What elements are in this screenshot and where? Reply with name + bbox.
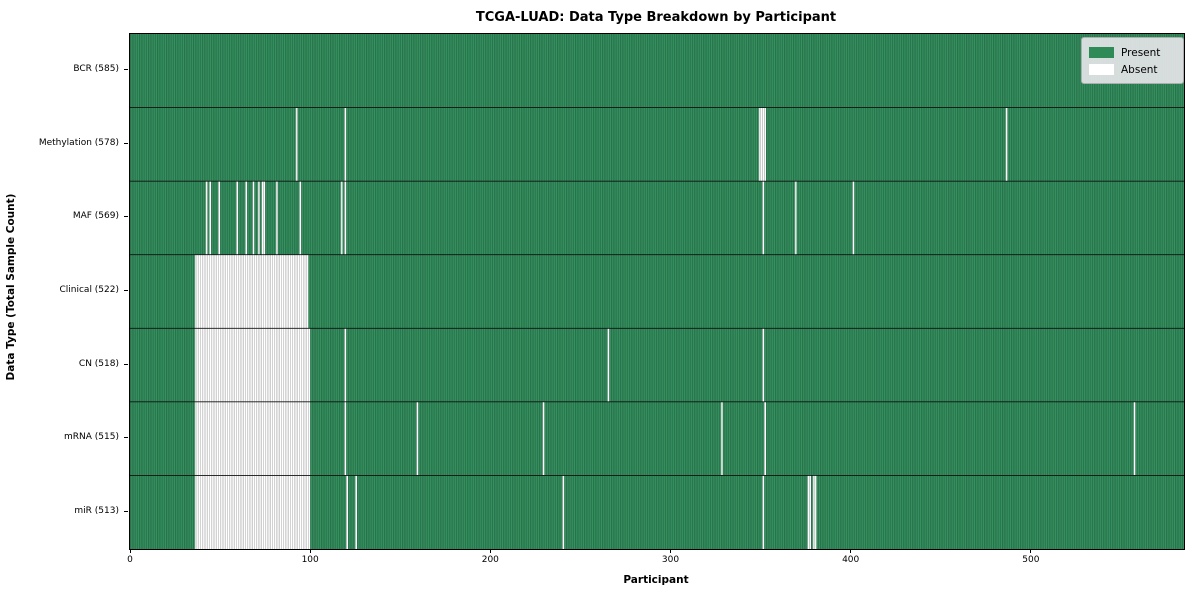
absent-cell bbox=[205, 181, 208, 255]
legend: Present Absent bbox=[1081, 37, 1184, 84]
absent-cell bbox=[720, 401, 723, 476]
chart-title: TCGA-LUAD: Data Type Breakdown by Partic… bbox=[475, 10, 837, 25]
absent-cell bbox=[852, 181, 855, 255]
absent-cell bbox=[355, 475, 358, 549]
absent-cell bbox=[764, 107, 767, 182]
y-tick-mark bbox=[124, 363, 128, 365]
y-tick-label: Clinical (522) bbox=[59, 285, 119, 295]
y-axis: BCR (585) Methylation (578) MAF (569) Clini… bbox=[0, 33, 129, 548]
heatmap-row bbox=[130, 254, 1184, 329]
legend-label-present: Present bbox=[1121, 46, 1161, 59]
heatmap-row bbox=[130, 181, 1184, 255]
absent-cell bbox=[762, 328, 765, 402]
y-tick-label: Methylation (578) bbox=[38, 137, 119, 148]
absent-cell bbox=[762, 475, 765, 549]
heatmap-row bbox=[130, 328, 1184, 402]
x-tick-mark bbox=[1030, 549, 1032, 553]
y-tick-label: MAF (569) bbox=[72, 211, 119, 222]
absent-cell bbox=[194, 328, 311, 402]
x-tick-mark bbox=[850, 549, 852, 553]
x-tick-label: 400 bbox=[842, 555, 860, 565]
absent-cell bbox=[245, 181, 248, 255]
x-tick-label: 300 bbox=[661, 555, 680, 565]
legend-item-absent: Absent bbox=[1089, 61, 1175, 78]
absent-cell bbox=[194, 475, 311, 549]
absent-cell bbox=[275, 181, 278, 255]
absent-cell bbox=[794, 181, 797, 255]
absent-cell bbox=[252, 181, 255, 255]
absent-cell bbox=[344, 328, 347, 402]
x-tick-mark bbox=[489, 549, 491, 553]
y-tick-label: CN (518) bbox=[78, 358, 119, 369]
x-tick-mark bbox=[309, 549, 311, 553]
absent-cell bbox=[1005, 107, 1008, 182]
absent-cell bbox=[758, 107, 761, 182]
legend-swatch-absent bbox=[1089, 64, 1114, 75]
absent-cell bbox=[542, 401, 545, 476]
y-tick-mark bbox=[124, 510, 128, 512]
absent-cell bbox=[194, 401, 311, 476]
absent-cell bbox=[762, 181, 765, 255]
legend-label-absent: Absent bbox=[1121, 63, 1158, 76]
y-tick-mark bbox=[124, 216, 128, 218]
absent-cell bbox=[209, 181, 212, 255]
x-tick-label: 500 bbox=[1022, 555, 1040, 565]
absent-cell bbox=[218, 181, 221, 255]
absent-cell bbox=[344, 401, 347, 476]
plot-area bbox=[129, 33, 1185, 550]
y-tick-mark bbox=[124, 437, 128, 439]
absent-cell bbox=[299, 181, 302, 255]
x-axis-label: Participant bbox=[623, 574, 689, 586]
absent-cell bbox=[263, 181, 266, 255]
absent-cell bbox=[340, 181, 343, 255]
absent-cell bbox=[344, 107, 347, 182]
absent-cell bbox=[812, 475, 815, 549]
absent-cell bbox=[764, 401, 767, 476]
absent-cell bbox=[562, 475, 565, 549]
heatmap bbox=[130, 34, 1184, 549]
heatmap-row bbox=[130, 401, 1184, 476]
absent-cell bbox=[762, 107, 765, 182]
absent-cell bbox=[809, 475, 812, 549]
absent-cell bbox=[194, 254, 309, 329]
absent-cell bbox=[607, 328, 610, 402]
x-tick-label: 100 bbox=[301, 555, 319, 565]
absent-cell bbox=[760, 107, 763, 182]
legend-swatch-present bbox=[1089, 47, 1114, 58]
absent-cell bbox=[261, 181, 264, 255]
legend-item-present: Present bbox=[1089, 44, 1175, 61]
heatmap-row bbox=[130, 475, 1184, 549]
absent-cell bbox=[346, 475, 349, 549]
x-axis: 0 100 200 300 400 500 bbox=[127, 549, 1185, 579]
y-tick-mark bbox=[124, 142, 128, 144]
absent-cell bbox=[1133, 401, 1136, 476]
y-tick-mark bbox=[124, 69, 128, 71]
y-tick-label: miR (513) bbox=[74, 505, 119, 516]
absent-cell bbox=[344, 181, 347, 255]
absent-cell bbox=[416, 401, 419, 476]
absent-cell bbox=[814, 475, 817, 549]
x-tick-mark bbox=[670, 549, 671, 553]
absent-cell bbox=[236, 181, 239, 255]
x-tick-mark bbox=[129, 549, 131, 553]
absent-cell bbox=[807, 475, 810, 549]
absent-cell bbox=[295, 107, 298, 182]
heatmap-row bbox=[130, 107, 1184, 182]
x-tick-label: 200 bbox=[481, 555, 499, 565]
heatmap-row bbox=[130, 34, 1184, 108]
absent-cell bbox=[257, 181, 260, 255]
y-tick-label: BCR (585) bbox=[73, 64, 119, 75]
y-tick-mark bbox=[124, 290, 128, 291]
x-tick-label: 0 bbox=[127, 555, 133, 565]
y-tick-label: mRNA (515) bbox=[64, 432, 119, 443]
